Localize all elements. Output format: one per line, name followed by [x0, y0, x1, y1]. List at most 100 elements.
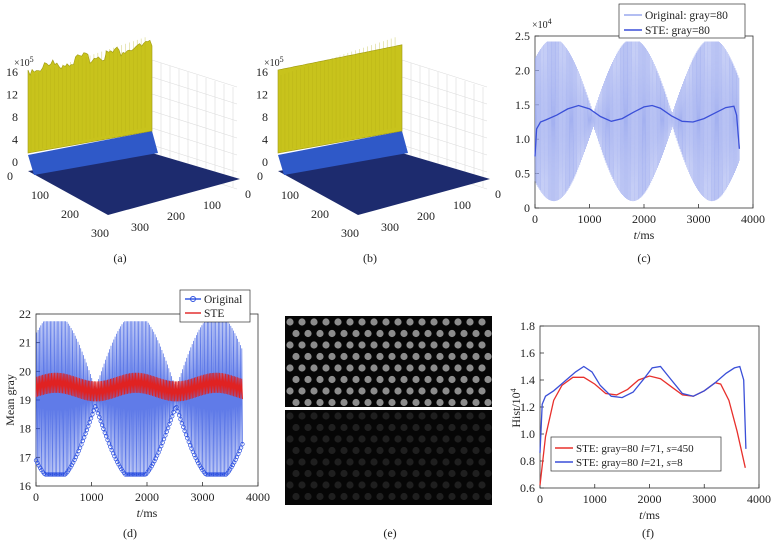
- image-dot: [406, 341, 414, 349]
- image-dot: [286, 387, 294, 395]
- image-dot: [478, 341, 486, 349]
- y-tick-label: 1.6: [520, 346, 535, 360]
- data-point: [97, 414, 102, 420]
- image-dot: [478, 412, 486, 420]
- data-point: [127, 472, 132, 477]
- image-dot: [358, 318, 366, 326]
- data-point: [57, 472, 62, 477]
- image-dot: [298, 341, 306, 349]
- image-dot: [316, 492, 324, 501]
- legend: Original: gray=80 STE: gray=80: [618, 3, 746, 39]
- image-dot: [316, 469, 324, 478]
- image-dot: [394, 318, 402, 326]
- image-dot: [316, 446, 324, 455]
- image-dot: [358, 412, 366, 420]
- image-dot: [394, 387, 402, 395]
- y-tick-label: 1.4: [520, 373, 535, 387]
- data-point: [170, 414, 175, 419]
- y-tick-label: 1.0: [520, 427, 535, 441]
- image-dot: [382, 387, 390, 395]
- image-dot: [388, 446, 396, 455]
- grid-line: [401, 127, 488, 156]
- data-point: [36, 463, 41, 468]
- image-dot: [358, 435, 366, 443]
- data-point: [43, 472, 48, 477]
- image-dot: [484, 375, 492, 384]
- image-dot: [376, 446, 384, 455]
- image-dot: [400, 423, 408, 432]
- data-point: [66, 467, 72, 472]
- data-point: [211, 472, 216, 477]
- data-point: [128, 472, 134, 477]
- x-tick-label: 0: [7, 169, 13, 183]
- x-tick-label: 300: [91, 226, 109, 240]
- image-dot: [424, 446, 432, 455]
- image-dot: [430, 387, 438, 395]
- image-dot: [442, 364, 450, 372]
- image-dot: [334, 435, 342, 443]
- image-dot: [478, 318, 486, 326]
- image-dot: [430, 481, 438, 489]
- grid-line: [151, 110, 238, 139]
- data-point: [216, 472, 222, 477]
- image-dot: [322, 481, 330, 489]
- data-point: [168, 417, 174, 423]
- image-dot: [328, 375, 336, 384]
- image-dot: [286, 481, 294, 489]
- image-dot: [454, 458, 462, 466]
- image-dot: [376, 492, 384, 501]
- image-dot: [286, 364, 294, 372]
- legend-label: STE: gray=80 l=21, s=8: [576, 457, 683, 469]
- x-tick-label: 200: [61, 207, 79, 221]
- y-tick-label: 1.5: [515, 98, 530, 112]
- legend-marker: [190, 296, 196, 302]
- image-dot: [352, 423, 360, 432]
- image-dot: [406, 435, 414, 443]
- data-point: [176, 413, 182, 418]
- image-dot: [394, 412, 402, 420]
- image-dot: [436, 352, 444, 361]
- grid-line: [151, 93, 238, 122]
- image-dot: [472, 423, 480, 432]
- image-dot: [334, 318, 342, 326]
- image-dot: [418, 364, 426, 372]
- image-dot: [286, 458, 294, 466]
- image-dot: [298, 387, 306, 395]
- image-dot: [472, 398, 480, 407]
- data-point: [102, 430, 107, 435]
- image-dot: [454, 341, 462, 349]
- z-tick-label: 8: [262, 110, 268, 124]
- image-dot: [310, 458, 318, 466]
- image-dot: [400, 469, 408, 478]
- image-dot: [346, 387, 354, 395]
- image-dot: [454, 364, 462, 372]
- image-dot: [310, 341, 318, 349]
- image-dot: [316, 375, 324, 384]
- image-dot: [382, 412, 390, 420]
- data-point: [124, 472, 129, 477]
- image-dot: [340, 492, 348, 501]
- data-point: [171, 410, 176, 415]
- image-dot: [352, 375, 360, 384]
- data-point: [161, 436, 167, 442]
- image-dot: [460, 469, 468, 478]
- data-point: [82, 435, 87, 440]
- x-tick-label: 2000: [135, 490, 159, 504]
- image-dot: [382, 364, 390, 372]
- data-point: [185, 436, 190, 441]
- image-dot: [334, 341, 342, 349]
- image-dot: [334, 387, 342, 395]
- data-point: [123, 472, 128, 477]
- data-point: [178, 417, 183, 422]
- image-dot: [340, 446, 348, 455]
- image-dot: [358, 481, 366, 489]
- image-dot: [472, 329, 480, 338]
- legend-box: [550, 436, 722, 472]
- image-dot: [472, 375, 480, 384]
- image-dot: [340, 329, 348, 338]
- z-exponent-label: ×105: [14, 55, 34, 69]
- caption: (c): [637, 251, 650, 265]
- data-point: [79, 442, 84, 447]
- data-point: [55, 472, 61, 477]
- image-dot: [382, 481, 390, 489]
